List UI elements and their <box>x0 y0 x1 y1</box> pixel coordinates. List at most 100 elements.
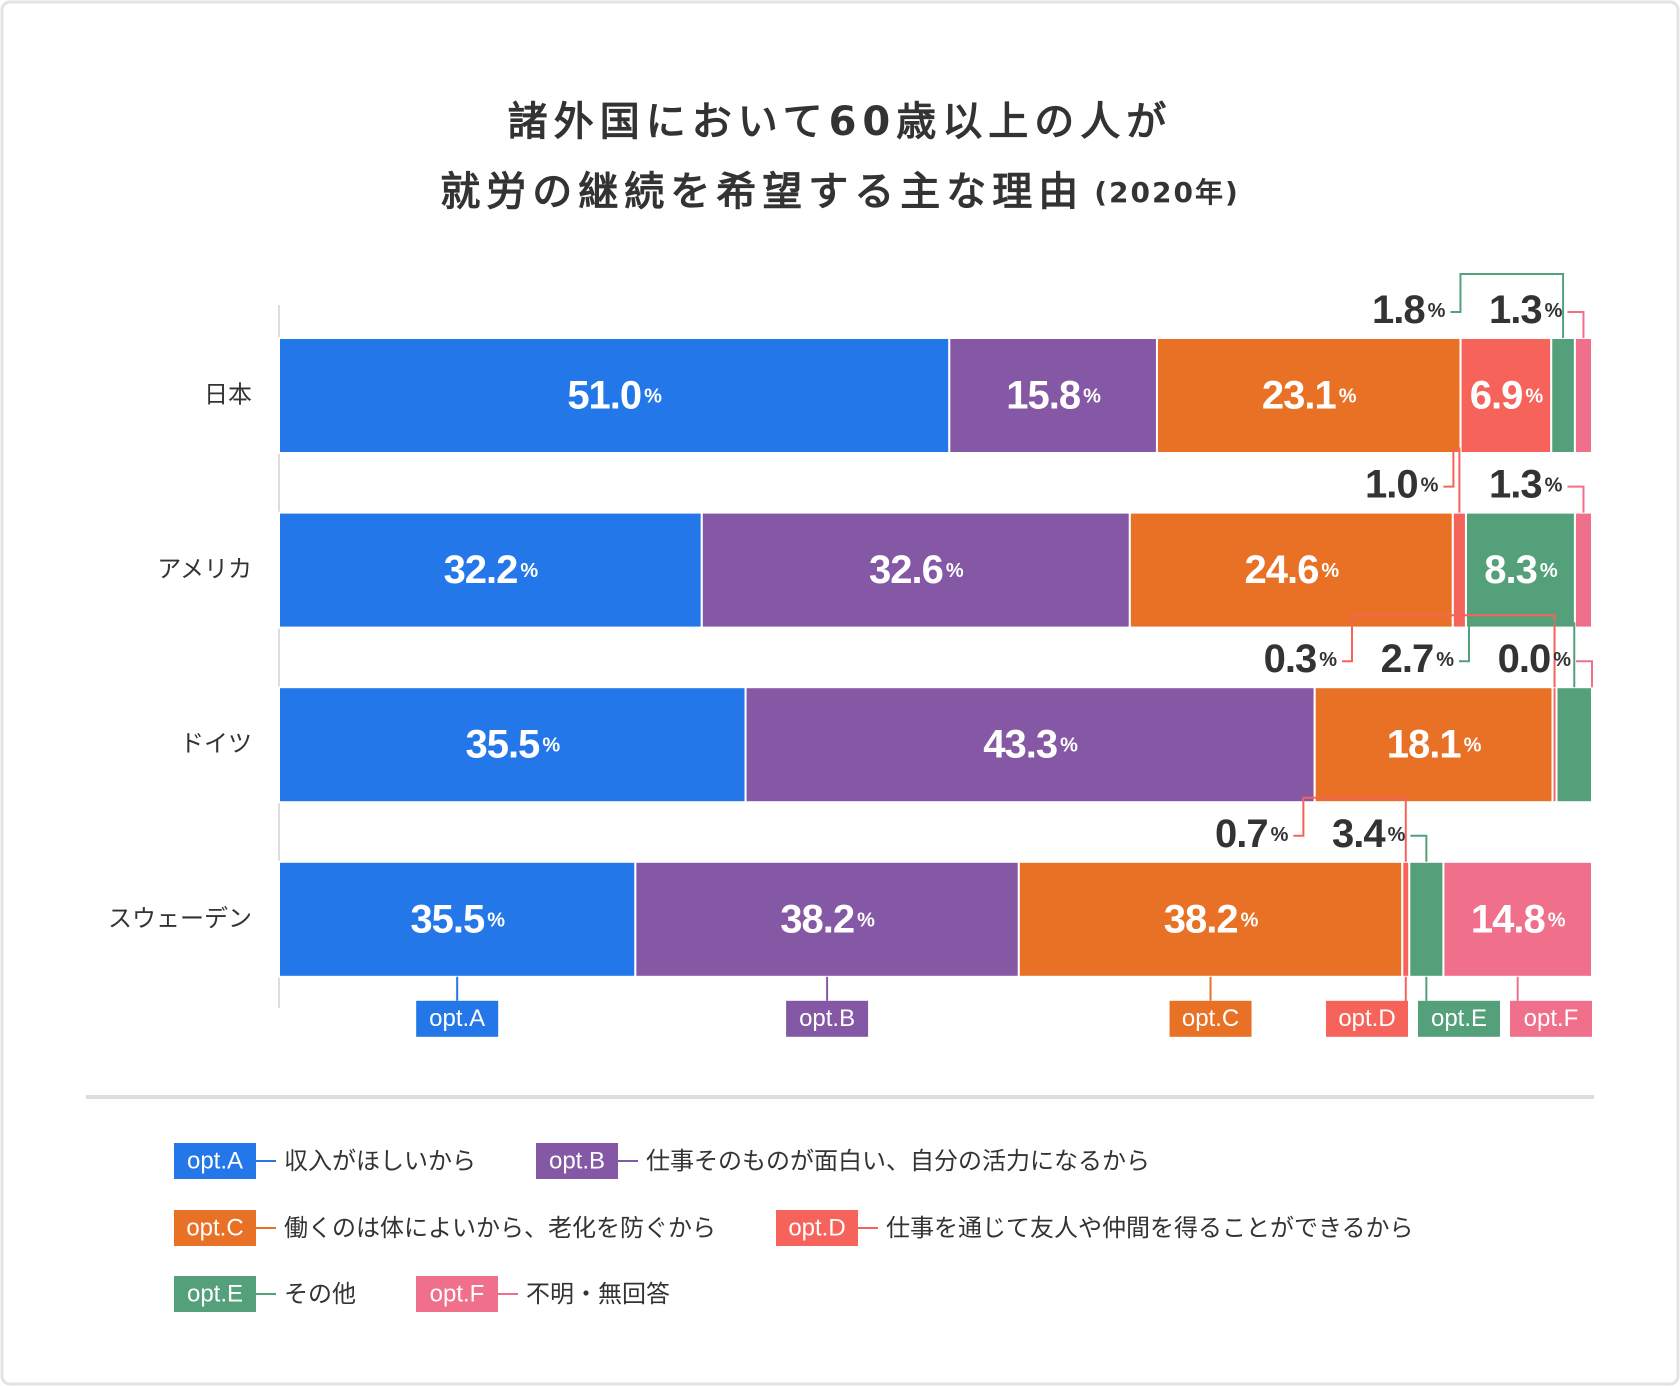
value-label: 38.2% <box>780 897 875 941</box>
value-label: 51.0% <box>567 373 662 417</box>
value-unit: % <box>1553 649 1571 671</box>
value-unit: % <box>1321 560 1339 582</box>
value-number: 35.5 <box>465 722 540 766</box>
bar-segment <box>278 860 637 978</box>
value-label: 35.5% <box>410 897 505 941</box>
option-tag <box>1169 1000 1252 1037</box>
category-label: ドイツ <box>180 730 252 758</box>
legend-swatch <box>174 1143 256 1179</box>
bar-segment <box>278 511 703 629</box>
value-number: 8.3 <box>1484 548 1537 592</box>
value-unit: % <box>1421 475 1439 497</box>
value-number: 51.0 <box>567 373 641 417</box>
bar-segment <box>1555 686 1594 804</box>
value-number: 18.1 <box>1387 722 1462 766</box>
value-number: 2.7 <box>1381 637 1434 681</box>
value-unit: % <box>1525 386 1543 408</box>
bar-segment <box>1442 860 1593 978</box>
legend-description: 仕事を通じて友人や仲間を得ることができるから <box>886 1214 1414 1242</box>
value-unit: % <box>1548 910 1566 932</box>
legend-name: opt.F <box>430 1280 485 1307</box>
bar-segment <box>1128 511 1454 629</box>
value-label: 1.3% <box>1489 462 1563 506</box>
value-label: 15.8% <box>1006 373 1101 417</box>
value-unit: % <box>1083 386 1101 408</box>
value-unit: % <box>1545 475 1563 497</box>
value-unit: % <box>1241 910 1259 932</box>
legend-swatch <box>416 1276 498 1312</box>
value-unit: % <box>644 386 662 408</box>
value-unit: % <box>1339 386 1357 408</box>
value-label: 0.7% <box>1215 811 1289 855</box>
value-unit: % <box>1060 735 1078 757</box>
leader-line <box>1342 614 1556 688</box>
option-tag-label: opt.C <box>1182 1005 1239 1032</box>
value-number: 0.0 <box>1498 637 1551 681</box>
category-label: アメリカ <box>157 555 252 583</box>
legend-swatch <box>776 1210 858 1246</box>
value-label: 43.3% <box>983 722 1078 766</box>
value-number: 38.2 <box>1164 897 1238 941</box>
value-number: 6.9 <box>1470 373 1523 417</box>
leader-line <box>1567 311 1585 338</box>
value-number: 35.5 <box>410 897 485 941</box>
value-number: 1.3 <box>1489 462 1542 506</box>
bar-segment <box>1550 337 1576 454</box>
value-unit: % <box>946 560 964 582</box>
chart-title-line: 就労の継続を希望する主な理由 (2020年) <box>440 169 1240 215</box>
legend-description: 不明・無回答 <box>526 1280 670 1308</box>
value-label: 14.8% <box>1471 897 1566 941</box>
value-number: 38.2 <box>780 897 854 941</box>
legend-description: 働くのは体によいから、老化を防ぐから <box>284 1214 716 1242</box>
legend-description: 仕事そのものが面白い、自分の活力になるから <box>646 1147 1150 1175</box>
option-tag <box>1418 1000 1500 1037</box>
value-unit: % <box>520 560 538 582</box>
value-unit: % <box>1545 300 1563 322</box>
value-number: 0.3 <box>1264 637 1317 681</box>
bar-segment <box>1451 511 1467 629</box>
value-label: 24.6% <box>1244 548 1339 592</box>
leader-line <box>1410 834 1428 862</box>
value-number: 1.3 <box>1489 288 1542 332</box>
value-number: 14.8 <box>1471 897 1546 941</box>
value-label: 0.0% <box>1498 637 1572 681</box>
legend-name: opt.E <box>187 1280 243 1307</box>
chart-title: 就労の継続を希望する主な理由 <box>440 169 1084 215</box>
bar-segment <box>1408 860 1445 978</box>
value-number: 23.1 <box>1262 373 1337 417</box>
value-unit: % <box>857 910 875 932</box>
legend-name: opt.C <box>186 1214 243 1241</box>
value-unit: % <box>542 735 560 757</box>
option-tag <box>1510 1000 1592 1037</box>
legend-swatch <box>536 1143 618 1179</box>
value-number: 3.4 <box>1332 811 1386 855</box>
value-label: 1.3% <box>1489 288 1563 332</box>
value-label: 3.4% <box>1332 811 1406 855</box>
leader-line <box>1450 273 1565 338</box>
chart-subtitle: (2020年) <box>1094 176 1240 209</box>
value-unit: % <box>487 910 505 932</box>
value-label: 0.3% <box>1264 637 1338 681</box>
option-tag-label: opt.A <box>429 1005 485 1032</box>
value-number: 0.7 <box>1215 811 1268 855</box>
value-unit: % <box>1464 735 1482 757</box>
bar-segment <box>1155 337 1462 454</box>
option-tag-label: opt.B <box>799 1005 855 1032</box>
chart-title: 諸外国において60歳以上の人が <box>508 99 1172 145</box>
value-label: 23.1% <box>1262 373 1357 417</box>
value-number: 32.6 <box>869 548 943 592</box>
legend-description: 収入がほしいから <box>284 1147 476 1175</box>
leader-line <box>1443 447 1461 513</box>
value-label: 1.8% <box>1372 288 1446 332</box>
value-number: 15.8 <box>1006 373 1081 417</box>
bar-segment <box>744 686 1316 804</box>
value-number: 32.2 <box>444 548 518 592</box>
value-unit: % <box>1436 649 1454 671</box>
value-number: 24.6 <box>1244 548 1318 592</box>
value-label: 6.9% <box>1470 373 1544 417</box>
bar-segment <box>278 337 951 454</box>
leader-line <box>1576 660 1593 688</box>
bar-segment <box>634 860 1020 978</box>
legend-swatch <box>174 1210 256 1246</box>
